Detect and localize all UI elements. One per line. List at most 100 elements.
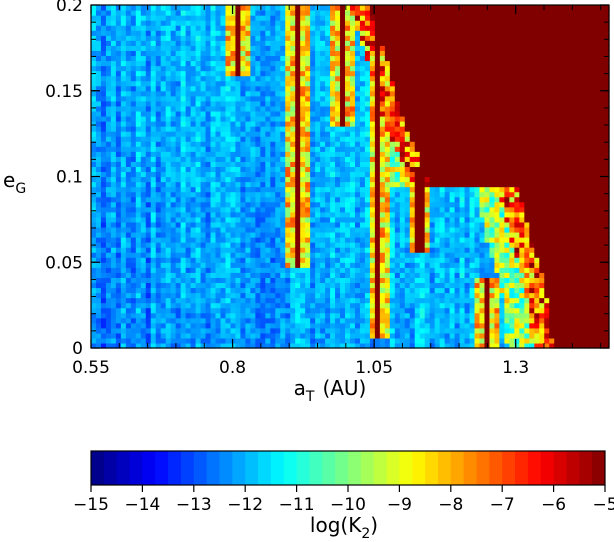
heatmap-cell: [434, 25, 441, 31]
heatmap-cell: [175, 196, 182, 203]
heatmap-cell: [225, 302, 232, 309]
heatmap-cell: [245, 5, 251, 11]
heatmap-cell: [295, 176, 301, 183]
heatmap-cell: [409, 156, 416, 162]
heatmap-cell: [115, 30, 122, 36]
heatmap-cell: [369, 136, 376, 142]
heatmap-cell: [105, 221, 112, 228]
heatmap-cell: [240, 136, 246, 142]
heatmap-cell: [359, 262, 366, 268]
heatmap-cell: [180, 247, 187, 253]
heatmap-cell: [160, 131, 167, 137]
heatmap-cell: [220, 322, 227, 329]
heatmap-cell: [225, 35, 232, 41]
heatmap-cell: [359, 131, 366, 137]
heatmap-cell: [105, 237, 112, 243]
heatmap-cell: [115, 262, 122, 268]
heatmap-cell: [240, 226, 246, 233]
heatmap-cell: [320, 262, 326, 268]
heatmap-cell: [205, 337, 212, 344]
heatmap-cell: [364, 70, 371, 77]
heatmap-cell: [310, 176, 316, 183]
heatmap-cell: [110, 252, 117, 258]
heatmap-cell: [419, 55, 426, 62]
heatmap-cell: [354, 322, 361, 329]
heatmap-cell: [424, 141, 431, 147]
heatmap-cell: [155, 297, 162, 304]
heatmap-cell: [305, 35, 311, 41]
heatmap-cell: [379, 156, 386, 162]
heatmap-cell: [285, 95, 291, 102]
heatmap-cell: [91, 105, 97, 112]
heatmap-cell: [215, 146, 222, 152]
heatmap-cell: [255, 171, 261, 178]
heatmap-cell: [135, 30, 142, 36]
heatmap-cell: [419, 176, 426, 183]
heatmap-cell: [260, 30, 266, 36]
heatmap-cell: [140, 211, 147, 218]
heatmap-cell: [439, 75, 446, 82]
heatmap-cell: [310, 302, 316, 309]
heatmap-cell: [290, 45, 296, 51]
heatmap-cell: [310, 267, 316, 273]
heatmap-cell: [369, 322, 376, 329]
heatmap-cell: [300, 95, 306, 102]
heatmap-cell: [95, 70, 102, 77]
heatmap-cell: [295, 252, 301, 258]
heatmap-cell: [275, 216, 281, 223]
heatmap-cell: [310, 206, 316, 213]
heatmap-cell: [439, 252, 446, 258]
heatmap-cell: [230, 191, 237, 198]
heatmap-cell: [300, 121, 306, 127]
heatmap-cell: [454, 317, 461, 324]
heatmap-cell: [275, 201, 281, 208]
heatmap-cell: [145, 136, 152, 142]
heatmap-cell: [210, 176, 217, 183]
heatmap-cell: [170, 100, 177, 107]
heatmap-cell: [205, 70, 212, 77]
heatmap-cell: [205, 221, 212, 228]
heatmap-cell: [130, 216, 137, 223]
heatmap-cell: [340, 342, 346, 349]
heatmap-cell: [245, 166, 251, 173]
heatmap-cell: [290, 262, 296, 268]
heatmap-cell: [320, 231, 326, 238]
heatmap-cell: [335, 115, 341, 122]
heatmap-cell: [170, 292, 177, 299]
heatmap-cell: [235, 85, 242, 92]
heatmap-cell: [255, 302, 261, 309]
heatmap-cell: [305, 287, 311, 294]
heatmap-cell: [165, 342, 172, 349]
heatmap-cell: [374, 201, 381, 208]
heatmap-cell: [394, 110, 401, 117]
heatmap-cell: [305, 201, 311, 208]
heatmap-cell: [220, 171, 227, 178]
heatmap-cell: [215, 20, 222, 26]
heatmap-cell: [449, 191, 456, 198]
heatmap-cell: [275, 211, 281, 218]
heatmap-cell: [325, 211, 331, 218]
heatmap-cell: [394, 226, 401, 233]
heatmap-cell: [120, 131, 127, 137]
heatmap-cell: [145, 156, 152, 162]
heatmap-cell: [235, 262, 242, 268]
heatmap-cell: [91, 186, 97, 193]
heatmap-cell: [414, 272, 421, 278]
heatmap-cell: [394, 100, 401, 107]
heatmap-cell: [135, 55, 142, 62]
heatmap-cell: [414, 20, 421, 26]
heatmap-cell: [404, 211, 411, 218]
heatmap-cell: [160, 307, 167, 314]
heatmap-cell: [110, 90, 117, 97]
heatmap-cell: [364, 297, 371, 304]
heatmap-cell: [369, 121, 376, 127]
heatmap-cell: [340, 20, 346, 26]
heatmap-cell: [424, 242, 431, 248]
heatmap-cell: [379, 221, 386, 228]
heatmap-cell: [235, 257, 242, 263]
heatmap-cell: [95, 121, 102, 127]
heatmap-cell: [300, 90, 306, 97]
heatmap-cell: [439, 161, 446, 168]
heatmap-cell: [345, 307, 351, 314]
heatmap-cell: [444, 20, 451, 26]
